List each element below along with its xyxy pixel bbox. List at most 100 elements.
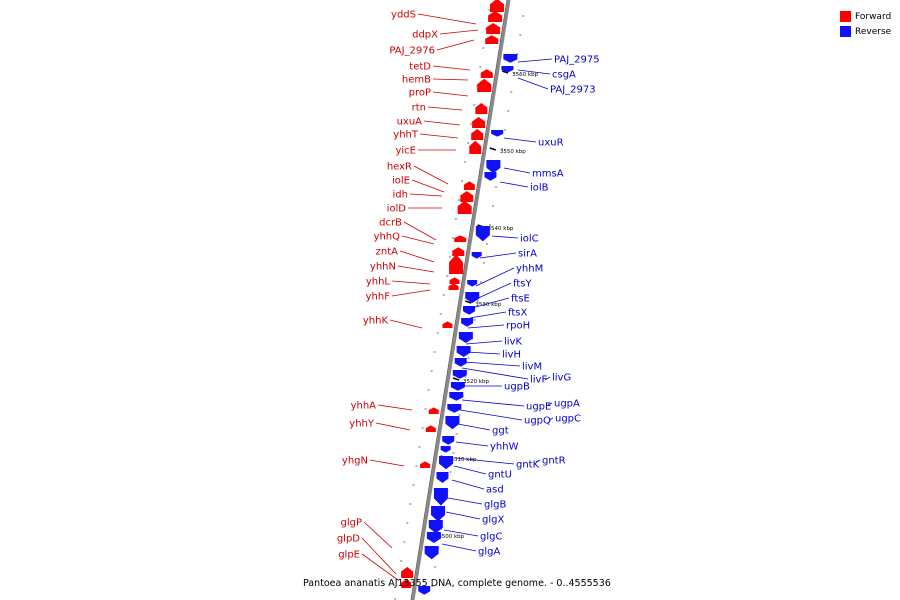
reverse-gene bbox=[467, 280, 478, 287]
gene-leader-line bbox=[411, 179, 445, 193]
gene-label: yddS bbox=[391, 10, 416, 21]
forward-gene bbox=[469, 140, 482, 154]
gene-leader-line bbox=[361, 553, 399, 581]
gene-label: ugpQ bbox=[524, 416, 551, 427]
gene-leader-line bbox=[389, 319, 423, 329]
gene-label: hexR bbox=[387, 162, 412, 173]
gene-label: yicE bbox=[395, 146, 416, 157]
gene-leader-line bbox=[499, 181, 529, 188]
reverse-gene bbox=[426, 532, 441, 543]
reverse-gene bbox=[471, 252, 482, 259]
gene-label: zntA bbox=[376, 247, 399, 258]
reverse-gene bbox=[454, 358, 467, 367]
forward-gene bbox=[472, 117, 486, 128]
gene-label: sirA bbox=[518, 249, 537, 260]
gene-label: yhhM bbox=[516, 264, 543, 275]
gene-leader-line bbox=[535, 459, 541, 463]
reverse-gene bbox=[442, 436, 455, 445]
forward-gene bbox=[457, 200, 472, 214]
gene-label: dcrB bbox=[379, 218, 402, 229]
gene-label: yhhK bbox=[363, 316, 389, 327]
gene-leader-line bbox=[419, 133, 459, 139]
gene-label: PAJ_2973 bbox=[550, 85, 596, 96]
gene-leader-line bbox=[403, 221, 437, 241]
gene-leader-line bbox=[465, 340, 503, 345]
legend: Forward Reverse bbox=[840, 9, 898, 39]
gene-label: iolE bbox=[392, 176, 410, 187]
forward-gene bbox=[485, 35, 499, 44]
gene-label: livH bbox=[502, 350, 521, 361]
gene-label: glgC bbox=[480, 532, 502, 543]
tick-mark bbox=[489, 147, 497, 151]
forward-gene bbox=[442, 321, 453, 328]
gene-leader-line bbox=[475, 267, 515, 287]
gene-leader-line bbox=[469, 311, 507, 319]
gene-label: iolB bbox=[530, 183, 549, 194]
gene-label: yhhT bbox=[393, 130, 419, 141]
gene-label: hemB bbox=[402, 75, 431, 86]
tick-label: 3500 kbp bbox=[438, 534, 464, 540]
gene-label: glgX bbox=[482, 515, 504, 526]
reverse-gene bbox=[436, 472, 449, 483]
forward-gene bbox=[475, 103, 488, 114]
reverse-gene bbox=[484, 172, 497, 181]
reverse-gene bbox=[424, 546, 439, 560]
gene-label: ugpB bbox=[504, 382, 530, 393]
reverse-gene bbox=[491, 130, 504, 137]
gene-label: mmsA bbox=[532, 169, 564, 180]
tick-label: 3520 kbp bbox=[463, 379, 489, 385]
gene-leader-line bbox=[363, 521, 393, 549]
genome-caption: Pantoea ananatis AJ13355 DNA, complete g… bbox=[303, 578, 611, 589]
tick-label: 3550 kbp bbox=[500, 149, 526, 155]
gene-label: glpE bbox=[338, 550, 360, 561]
gene-leader-line bbox=[397, 265, 435, 273]
reverse-gene bbox=[445, 416, 460, 430]
reverse-gene bbox=[440, 446, 451, 453]
gene-label: ugpA bbox=[554, 399, 580, 410]
gene-leader-line bbox=[459, 409, 523, 421]
gene-label: ftsE bbox=[511, 294, 530, 305]
gene-leader-line bbox=[503, 137, 537, 143]
gene-leader-line bbox=[463, 361, 521, 367]
gene-leader-line bbox=[436, 39, 475, 51]
gene-label: csgA bbox=[552, 70, 576, 81]
gene-label: gntU bbox=[488, 470, 512, 481]
gene-label: idh bbox=[393, 190, 408, 201]
gene-leader-line bbox=[401, 235, 435, 245]
tick-mark bbox=[465, 300, 472, 304]
gene-leader-line bbox=[473, 282, 512, 301]
forward-gene bbox=[471, 129, 484, 140]
reverse-gene bbox=[439, 456, 454, 470]
gene-label: livF bbox=[530, 375, 547, 386]
reverse-gene bbox=[449, 392, 464, 401]
gene-label: yhhW bbox=[490, 442, 519, 453]
gene-leader-line bbox=[455, 441, 489, 447]
forward-gene bbox=[449, 277, 460, 284]
reverse-gene bbox=[450, 382, 465, 391]
gene-leader-line bbox=[361, 537, 397, 575]
gene-leader-line bbox=[439, 29, 479, 35]
forward-gene bbox=[488, 11, 503, 22]
gene-leader-line bbox=[465, 351, 501, 355]
gene-leader-line bbox=[503, 167, 531, 174]
gene-leader-line bbox=[375, 422, 411, 431]
reverse-gene bbox=[433, 488, 448, 506]
gene-leader-line bbox=[491, 235, 519, 239]
reverse-gene bbox=[461, 318, 474, 327]
gene-leader-line bbox=[451, 479, 485, 490]
reverse-gene bbox=[456, 346, 471, 357]
legend-reverse-label: Reverse bbox=[855, 26, 892, 37]
forward-swatch-icon bbox=[840, 11, 851, 22]
gene-label: yhhF bbox=[366, 292, 391, 303]
forward-gene bbox=[401, 567, 414, 578]
gene-label: yhhL bbox=[366, 277, 391, 288]
tick-label: 3560 kbp bbox=[512, 72, 538, 78]
tick-mark bbox=[452, 377, 460, 381]
tick-label: 3530 kbp bbox=[475, 302, 501, 308]
gene-label: ddpX bbox=[412, 30, 438, 41]
gene-label: glgP bbox=[340, 518, 362, 529]
forward-gene bbox=[420, 461, 431, 468]
gene-leader-line bbox=[461, 367, 529, 380]
reverse-gene bbox=[447, 404, 462, 413]
forward-gene bbox=[401, 579, 412, 588]
